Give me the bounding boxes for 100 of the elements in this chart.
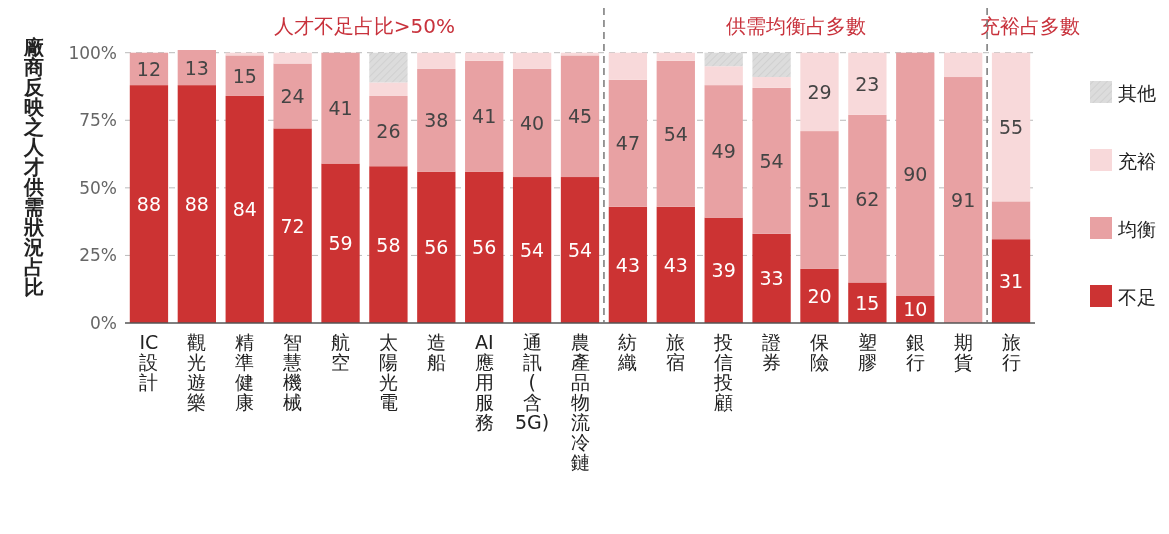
x-tick-label: 農產品物流冷鏈	[570, 331, 590, 473]
data-label: 72	[280, 214, 305, 237]
data-label: 59	[328, 232, 353, 255]
text: 供需均衡占多數	[725, 14, 866, 38]
x-tick-label: AI應用服務	[474, 331, 494, 433]
bar	[991, 52, 1031, 202]
data-label: 54	[759, 149, 784, 172]
bar	[321, 163, 360, 323]
y-tick-label: 50%	[79, 177, 117, 198]
data-label: 40	[520, 111, 545, 134]
legend-label: 不足	[1118, 286, 1156, 308]
x-tick-label: 通訊(含5G)	[514, 331, 550, 433]
y-tick-label: 100%	[68, 42, 117, 63]
bar	[656, 206, 695, 323]
data-label: 38	[424, 109, 449, 132]
bar	[991, 201, 1031, 240]
data-label: 56	[472, 236, 497, 259]
text: 充裕占多數	[980, 14, 1081, 38]
x-tick-label: 造船	[426, 331, 446, 373]
x-tick-label: 證券	[762, 331, 782, 373]
data-label: 43	[663, 253, 688, 276]
data-label: 43	[615, 253, 640, 276]
bar	[512, 52, 552, 69]
bar	[656, 52, 695, 61]
y-tick-label: 75%	[79, 110, 117, 131]
bar	[896, 52, 935, 296]
bar	[512, 68, 552, 178]
bar	[369, 95, 408, 167]
bar	[465, 52, 504, 61]
bar	[656, 60, 695, 207]
bar	[225, 95, 264, 323]
data-label: 58	[376, 233, 401, 256]
data-label: 54	[520, 239, 545, 262]
bar	[752, 77, 791, 88]
bar	[944, 77, 983, 323]
data-label: 54	[567, 239, 593, 262]
x-tick-label: 期貨	[953, 331, 973, 373]
bar	[417, 52, 456, 69]
bar	[560, 177, 600, 323]
data-label: 56	[424, 236, 449, 259]
bar	[704, 217, 743, 323]
bar	[129, 85, 169, 323]
bar	[752, 233, 791, 323]
data-label: 47	[615, 132, 640, 155]
bar	[369, 166, 408, 323]
bar	[800, 131, 839, 269]
bar	[177, 85, 216, 323]
data-label: 45	[567, 105, 593, 128]
x-tick-label: 太陽光電	[378, 331, 398, 413]
data-label: 15	[232, 64, 257, 87]
y-tick-label: 0%	[90, 313, 117, 333]
bar	[848, 52, 887, 115]
bar	[800, 52, 839, 132]
bar	[752, 52, 791, 78]
bar	[848, 114, 887, 283]
data-label: 88	[184, 193, 209, 216]
legend-label: 其他	[1118, 82, 1156, 104]
y-tick-label: 25%	[79, 245, 117, 266]
x-tick-label: 紡織	[617, 331, 638, 373]
data-label: 29	[807, 80, 832, 103]
bar	[991, 239, 1031, 323]
data-label: 31	[998, 270, 1024, 293]
bar	[608, 79, 648, 207]
legend-label: 均衡	[1117, 218, 1156, 240]
bar	[752, 87, 791, 234]
bar	[465, 171, 504, 323]
bar	[273, 63, 312, 129]
bar	[704, 52, 743, 67]
data-label: 91	[951, 189, 976, 212]
data-label: 62	[855, 187, 880, 210]
data-label: 41	[472, 105, 497, 128]
data-label: 23	[855, 72, 880, 95]
bar	[704, 66, 743, 86]
bar	[704, 85, 743, 218]
bar	[417, 68, 456, 172]
data-label: 90	[903, 163, 928, 186]
bar	[225, 55, 264, 96]
data-label: 33	[759, 267, 784, 290]
data-label: 41	[328, 97, 353, 120]
data-label: 13	[184, 56, 209, 79]
data-label: 26	[376, 120, 401, 143]
data-label: 84	[232, 198, 257, 221]
data-label: 15	[855, 291, 880, 314]
data-label: 88	[136, 193, 162, 216]
x-tick-label: 觀光遊樂	[187, 331, 207, 413]
bar	[321, 52, 360, 164]
x-tick-label: 旅行	[1001, 331, 1021, 373]
data-label: 10	[903, 298, 928, 321]
bar	[369, 52, 408, 83]
data-label: 49	[711, 140, 736, 163]
bar	[465, 60, 504, 172]
bar	[273, 128, 312, 323]
x-tick-label: 投信投顧	[713, 331, 734, 413]
x-tick-label: 精準健康	[235, 331, 255, 413]
x-tick-label: 保險	[809, 331, 829, 373]
legend-label: 充裕	[1118, 150, 1156, 172]
bar	[273, 52, 312, 64]
bar	[417, 171, 456, 323]
data-label: 55	[998, 116, 1024, 139]
x-tick-label: 旅宿	[666, 331, 686, 373]
